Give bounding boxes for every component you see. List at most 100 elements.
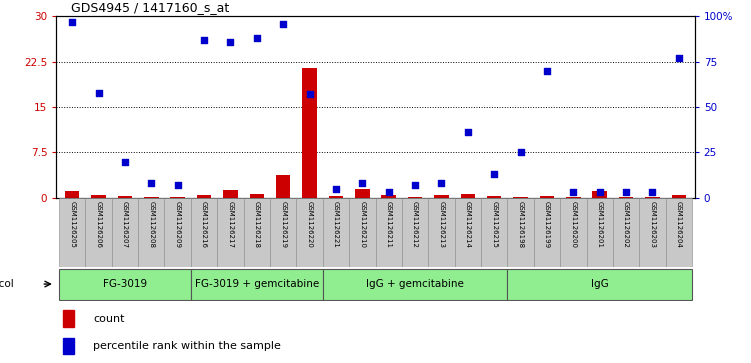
Text: count: count (93, 314, 125, 323)
Bar (303, 68, 317, 198)
Text: GSM1126203: GSM1126203 (650, 201, 656, 248)
Point (594, 189, 606, 195)
Bar (428, 198, 454, 267)
Point (145, 180, 157, 186)
Bar (402, 198, 428, 267)
Text: GSM1126212: GSM1126212 (412, 201, 418, 248)
Bar (534, 198, 560, 267)
Bar (62, 310, 74, 327)
Point (462, 130, 474, 135)
Point (673, 55, 685, 61)
Bar (639, 198, 665, 267)
Point (409, 182, 421, 188)
Bar (191, 269, 323, 299)
Text: GSM1126202: GSM1126202 (623, 201, 629, 248)
Text: GSM1126204: GSM1126204 (676, 201, 682, 248)
Text: GSM1126209: GSM1126209 (175, 201, 181, 248)
Bar (270, 198, 297, 267)
Bar (170, 197, 185, 198)
Point (620, 189, 632, 195)
Text: GSM1126207: GSM1126207 (122, 201, 128, 248)
Bar (508, 269, 692, 299)
Text: GSM1126215: GSM1126215 (491, 201, 497, 248)
Bar (92, 195, 106, 198)
Text: GSM1126214: GSM1126214 (465, 201, 471, 248)
Bar (276, 175, 291, 198)
Text: IgG + gemcitabine: IgG + gemcitabine (366, 279, 464, 289)
Point (647, 189, 659, 195)
Bar (223, 190, 237, 198)
Bar (593, 191, 607, 198)
Bar (297, 198, 323, 267)
Bar (408, 197, 422, 198)
Bar (355, 189, 369, 198)
Bar (62, 338, 74, 354)
Bar (217, 198, 243, 267)
Point (251, 35, 263, 41)
Text: GSM1126219: GSM1126219 (280, 201, 286, 248)
Text: FG-3019: FG-3019 (103, 279, 147, 289)
Bar (454, 198, 481, 267)
Bar (118, 196, 132, 198)
Point (514, 150, 526, 155)
Text: GSM1126221: GSM1126221 (333, 201, 339, 248)
Point (356, 180, 368, 186)
Text: GSM1126211: GSM1126211 (386, 201, 392, 248)
Bar (671, 195, 686, 198)
Bar (382, 195, 396, 198)
Bar (86, 198, 112, 267)
Bar (112, 198, 138, 267)
Text: GSM1126213: GSM1126213 (439, 201, 445, 248)
Bar (508, 198, 534, 267)
Bar (460, 194, 475, 198)
Bar (197, 195, 211, 198)
Text: GSM1126205: GSM1126205 (69, 201, 75, 248)
Bar (243, 198, 270, 267)
Bar (514, 197, 528, 198)
Bar (59, 198, 86, 267)
Bar (65, 191, 80, 198)
Bar (376, 198, 402, 267)
Point (488, 171, 500, 177)
Point (225, 39, 237, 45)
Bar (164, 198, 191, 267)
Bar (613, 198, 639, 267)
Point (66, 19, 78, 25)
Text: percentile rank within the sample: percentile rank within the sample (93, 341, 281, 351)
Bar (329, 196, 343, 198)
Bar (665, 198, 692, 267)
Text: GSM1126210: GSM1126210 (359, 201, 365, 248)
Bar (144, 197, 158, 198)
Point (92, 90, 104, 95)
Bar (434, 195, 448, 198)
Bar (619, 197, 633, 198)
Bar (487, 196, 502, 198)
Text: GSM1126220: GSM1126220 (306, 201, 312, 248)
Text: GSM1126206: GSM1126206 (95, 201, 101, 248)
Point (330, 186, 342, 192)
Text: GSM1126217: GSM1126217 (228, 201, 234, 248)
Bar (191, 198, 217, 267)
Bar (138, 198, 164, 267)
Point (277, 21, 289, 26)
Text: GSM1126218: GSM1126218 (254, 201, 260, 248)
Text: GSM1126216: GSM1126216 (201, 201, 207, 248)
Point (567, 189, 579, 195)
Text: IgG: IgG (591, 279, 608, 289)
Text: GSM1126199: GSM1126199 (544, 201, 550, 248)
Bar (540, 196, 554, 198)
Bar (560, 198, 587, 267)
Bar (349, 198, 376, 267)
Point (119, 159, 131, 164)
Text: GSM1126200: GSM1126200 (570, 201, 576, 248)
Text: protocol: protocol (0, 279, 14, 289)
Text: GSM1126201: GSM1126201 (597, 201, 603, 248)
Bar (323, 198, 349, 267)
Bar (249, 193, 264, 198)
Bar (645, 197, 659, 198)
Text: GDS4945 / 1417160_s_at: GDS4945 / 1417160_s_at (71, 1, 230, 15)
Text: FG-3019 + gemcitabine: FG-3019 + gemcitabine (195, 279, 319, 289)
Bar (323, 269, 508, 299)
Point (383, 189, 395, 195)
Text: GSM1126208: GSM1126208 (148, 201, 154, 248)
